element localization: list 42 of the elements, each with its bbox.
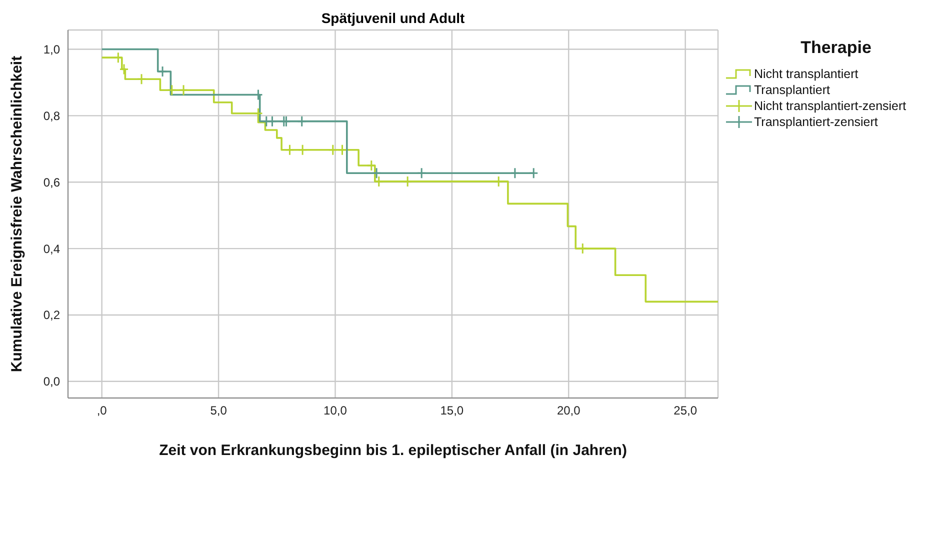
legend-label: Nicht transplantiert-zensiert — [754, 98, 906, 114]
point — [253, 108, 263, 120]
x-axis-title: Zeit von Erkrankungsbeginn bis 1. epileptischer Anfall (in Jahren) — [159, 442, 627, 459]
point — [494, 176, 504, 188]
point — [402, 176, 412, 188]
x-tick-label: 25,0 — [674, 404, 698, 418]
point — [366, 160, 376, 172]
y-tick-label: 0,6 — [43, 175, 60, 190]
legend-title: Therapie — [800, 38, 872, 58]
x-tick-label: ,0 — [96, 404, 108, 418]
point — [113, 52, 123, 64]
x-tick-label: 15,0 — [440, 404, 464, 418]
point — [297, 116, 307, 128]
point — [284, 144, 294, 156]
point — [328, 144, 338, 156]
y-axis-title: Kumulative Ereignisfreie Wahrscheinlichkeit — [8, 56, 26, 372]
point — [374, 176, 384, 188]
x-tick-label: 10,0 — [324, 404, 348, 418]
legend-label: Transplantiert — [754, 82, 830, 98]
y-tick-label: 0,0 — [43, 374, 60, 389]
x-tick-label: 20,0 — [556, 404, 581, 418]
point — [158, 66, 168, 78]
y-tick-label: 1,0 — [43, 42, 60, 57]
point — [178, 84, 188, 96]
point — [298, 144, 308, 156]
y-tick-label: 0,2 — [43, 308, 60, 322]
point — [510, 167, 520, 179]
y-tick-label: 0,4 — [43, 242, 60, 256]
point — [578, 242, 588, 254]
point — [528, 167, 538, 179]
y-tick-label: 0,8 — [43, 108, 60, 123]
legend-label: Nicht transplantiert — [754, 66, 858, 82]
point — [167, 84, 177, 96]
point — [119, 63, 129, 75]
point — [267, 116, 277, 128]
point — [416, 167, 426, 179]
point — [372, 167, 382, 179]
point — [136, 73, 146, 85]
x-tick-label: 5,0 — [210, 404, 228, 418]
chart-title: Spätjuvenil und Adult — [320, 10, 466, 26]
legend-label: Transplantiert-zensiert — [754, 114, 878, 130]
point — [337, 144, 347, 156]
